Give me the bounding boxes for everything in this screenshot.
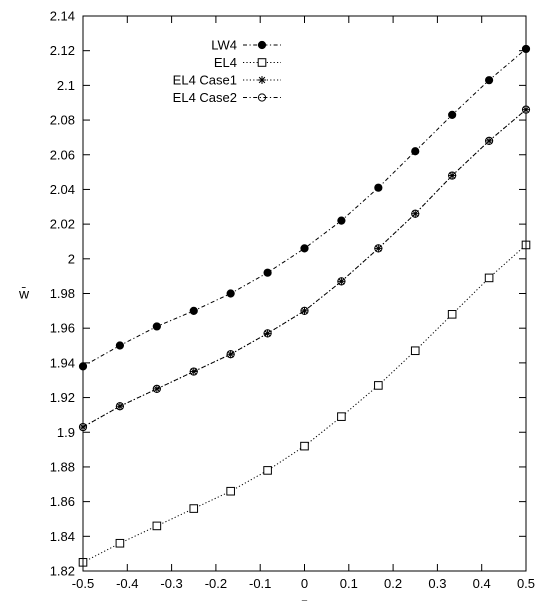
data-point-open-square: [337, 412, 346, 421]
data-point-open-circle: [484, 136, 494, 145]
data-point-filled-circle: [448, 110, 457, 119]
data-point-open-square: [447, 310, 457, 319]
x-tick-label: 0.3: [428, 576, 446, 591]
data-point-open-square: [257, 58, 267, 67]
data-point-open-circle: [257, 93, 267, 102]
data-point-filled-circle: [337, 216, 346, 225]
data-point-open-circle: [189, 367, 198, 376]
y-tick-label: 1.88: [50, 459, 75, 474]
y-tick-label: 2.08: [50, 113, 75, 128]
y-tick-label: 1.98: [50, 286, 75, 301]
y-tick-label: 1.94: [50, 355, 75, 370]
data-point-filled-circle: [411, 147, 420, 156]
x-tick-label: -0.2: [205, 576, 227, 591]
data-point-open-circle: [152, 384, 161, 393]
legend-label: LW4: [211, 38, 237, 53]
data-point-filled-circle: [300, 244, 309, 253]
data-point-open-square: [300, 441, 309, 451]
x-tick-label: 0.5: [517, 576, 535, 591]
y-tick-label: 2.06: [50, 147, 75, 162]
series-layer: [78, 44, 531, 567]
x-tick-label: -0.5: [72, 576, 94, 591]
data-point-open-circle: [448, 171, 457, 180]
data-point-open-square: [115, 538, 125, 548]
data-point-open-square: [263, 466, 272, 475]
data-point-asterisk: [300, 306, 309, 315]
data-point-open-circle: [411, 209, 420, 218]
y-tick-label: 2.12: [50, 43, 75, 58]
y-tick-label: 1.96: [50, 321, 75, 336]
y-axis-title: w̄: [18, 286, 30, 302]
data-point-filled-circle: [115, 341, 125, 350]
data-point-filled-circle: [257, 40, 267, 50]
y-tick-label: 2.14: [50, 9, 75, 24]
data-point-filled-circle: [226, 289, 235, 298]
data-point-open-circle: [226, 350, 235, 359]
y-tick-label: 1.92: [50, 390, 75, 405]
x-tick-label: 0.1: [340, 576, 358, 591]
data-point-open-square: [374, 381, 383, 390]
x-tick-label: 0.4: [473, 576, 491, 591]
y-tick-label: 1.84: [50, 529, 75, 544]
data-point-open-square: [484, 273, 494, 283]
x-tick-label: -0.1: [249, 576, 271, 591]
data-point-filled-circle: [374, 183, 383, 192]
series-lw4: [78, 44, 531, 371]
data-point-open-square: [152, 521, 162, 531]
data-point-open-square: [189, 504, 199, 513]
data-point-open-circle: [300, 306, 309, 315]
data-point-filled-circle: [484, 76, 494, 85]
y-tick-label: 2.02: [50, 217, 75, 232]
data-point-open-circle: [115, 402, 125, 411]
data-point-filled-circle: [263, 268, 272, 277]
legend-label: EL4 Case1: [173, 73, 237, 88]
y-tick-label: 1.86: [50, 494, 75, 509]
data-point-open-square: [226, 486, 235, 496]
x-tick-label: -0.3: [160, 576, 182, 591]
data-point-open-circle: [263, 329, 272, 338]
legend-label: EL4: [214, 55, 237, 70]
asterisk-stroke: [258, 76, 266, 84]
data-point-filled-circle: [152, 322, 161, 331]
x-tick-label: 0.2: [384, 576, 402, 591]
x-tick-label: 0: [301, 576, 308, 591]
legend-label: EL4 Case2: [173, 90, 237, 105]
y-tick-label: 2: [68, 251, 75, 266]
asterisk-stroke: [301, 307, 308, 315]
y-tick-label: 1.9: [57, 425, 75, 440]
data-point-open-circle: [337, 277, 346, 286]
data-point-open-circle: [374, 244, 383, 253]
x-tick-label: -0.4: [116, 576, 138, 591]
data-point-open-square: [410, 346, 420, 356]
ticks-layer: -0.5 -0.4 -0.3 -0.2 -0.1 0 0.1 0.2 0.3 0.4 0.5 1.82…: [50, 9, 535, 592]
y-tick-label: 2.1: [57, 78, 75, 93]
y-tick-label: 2.04: [50, 182, 75, 197]
legend: LW4 EL4 EL4 Case1 EL4 Case2: [173, 38, 281, 105]
y-tick-label: 1.82: [50, 564, 75, 579]
x-axis-title: z: [301, 595, 308, 601]
data-point-filled-circle: [189, 306, 198, 315]
series-line: [82, 109, 527, 428]
data-point-asterisk: [258, 76, 266, 84]
